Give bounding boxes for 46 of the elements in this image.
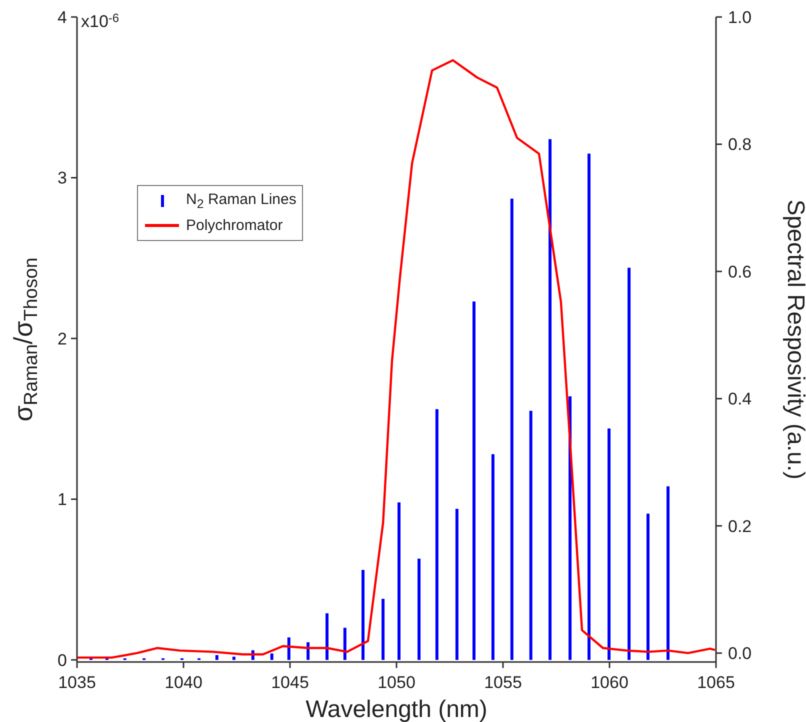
bar	[529, 410, 532, 660]
bar	[588, 154, 591, 660]
x-axis-title: Wavelength (nm)	[306, 696, 488, 722]
y2-tick-label: 0.8	[728, 135, 752, 154]
y-tick-label: 0	[58, 650, 67, 670]
bar	[472, 301, 476, 660]
y-tick-label: 2	[58, 329, 67, 348]
bar	[326, 613, 329, 660]
bar	[646, 514, 650, 660]
bar	[232, 656, 236, 660]
bar	[287, 637, 290, 660]
bar	[510, 198, 514, 660]
x-tick-label: 1060	[590, 673, 628, 692]
y2-tick-label: 0.2	[728, 516, 752, 536]
bar	[418, 558, 421, 660]
legend-label: N$_{2}$ Raman Lines	[186, 191, 296, 211]
x-tick-label: 1050	[378, 673, 416, 692]
line-series	[77, 59, 716, 659]
bar	[666, 486, 670, 660]
x-tick-label: 1035	[58, 673, 96, 692]
y2-tick-label: 0.4	[728, 390, 752, 409]
bar	[215, 655, 218, 660]
bar	[343, 628, 346, 660]
y2-tick-label: 0.0	[728, 644, 752, 664]
bar	[270, 653, 274, 660]
x-tick-label: 1040	[164, 673, 202, 692]
bar	[362, 570, 365, 660]
bar	[435, 409, 438, 660]
y-tick-label: 1	[58, 490, 67, 510]
x-tick-label: 1055	[484, 673, 522, 692]
bar	[608, 428, 611, 660]
y2-tick-label: 0.6	[728, 262, 752, 282]
bar	[455, 508, 458, 660]
bar	[628, 268, 631, 660]
y-tick-label: 3	[58, 168, 67, 188]
x-tick-label: 1065	[697, 673, 735, 692]
bar	[382, 598, 385, 660]
y2-axis-title: Spectral Resposivity (a.u.)	[782, 199, 806, 480]
bar	[548, 139, 552, 660]
annotation: x10$^{-6}$	[81, 11, 120, 31]
y2-tick-label: 1.0	[728, 8, 752, 27]
x-tick-label: 1045	[271, 673, 309, 692]
y-tick-label: 4	[58, 8, 67, 27]
legend-label: Polychromator	[186, 216, 283, 234]
bar	[491, 454, 494, 660]
bar	[398, 502, 401, 660]
